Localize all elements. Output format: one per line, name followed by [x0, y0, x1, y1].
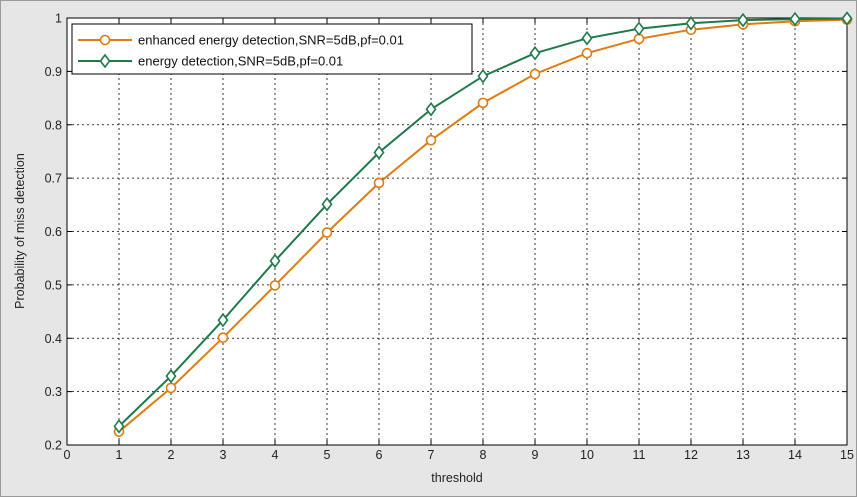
x-axis-title: threshold — [431, 471, 482, 485]
data-point-series-2 — [841, 11, 853, 26]
x-tick-label: 11 — [633, 448, 646, 462]
y-tick-label: 1 — [55, 12, 62, 26]
data-point-series-2 — [217, 312, 229, 328]
data-point-series-2 — [737, 12, 749, 28]
legend-label-energy: energy detection,SNR=5dB,pf=0.01 — [138, 54, 343, 69]
x-tick-label: 13 — [736, 448, 750, 462]
y-tick-label: 0.8 — [45, 118, 62, 132]
y-tick-label: 0.9 — [45, 65, 62, 79]
y-tick-label: 0.4 — [45, 332, 62, 346]
x-tick-label: 8 — [480, 448, 487, 462]
data-point-series-1 — [373, 177, 385, 189]
x-tick-label: 10 — [580, 448, 594, 462]
legend: enhanced energy detection,SNR=5dB,pf=0.0… — [71, 23, 473, 75]
y-tick-label: 0.6 — [45, 225, 62, 239]
x-tick-label: 15 — [840, 448, 854, 462]
data-point-series-1 — [165, 382, 177, 394]
data-point-series-1 — [217, 332, 229, 344]
data-point-series-1 — [477, 97, 489, 109]
x-tick-label: 9 — [532, 448, 539, 462]
data-point-series-1 — [321, 227, 333, 238]
x-tick-label: 5 — [324, 448, 331, 462]
data-point-series-2 — [165, 368, 177, 384]
y-tick-label: 0.2 — [45, 439, 62, 453]
data-point-series-2 — [685, 16, 697, 31]
data-point-series-2 — [425, 101, 437, 117]
series-layer — [113, 11, 853, 437]
y-tick-label: 0.5 — [45, 278, 62, 292]
x-tick-label: 12 — [684, 448, 698, 462]
y-tick-label: 0.3 — [45, 385, 62, 399]
x-tick-label: 7 — [428, 448, 435, 462]
data-point-series-2 — [113, 418, 125, 434]
legend-box — [71, 23, 473, 75]
x-axis: 0 1 2 3 4 5 6 7 8 9 10 11 12 13 14 15 — [64, 18, 854, 462]
x-tick-label: 4 — [272, 448, 279, 462]
legend-label-enhanced: enhanced energy detection,SNR=5dB,pf=0.0… — [138, 33, 404, 48]
x-tick-label: 14 — [788, 448, 802, 462]
y-axis: 0.2 0.3 0.4 0.5 0.6 0.7 0.8 0.9 1 — [45, 12, 847, 453]
data-point-series-2 — [633, 21, 645, 37]
data-point-series-2 — [321, 196, 333, 212]
data-point-series-1 — [529, 68, 541, 80]
data-point-series-1 — [581, 47, 593, 59]
legend-marker-enhanced — [99, 34, 111, 46]
data-point-series-2 — [373, 145, 385, 160]
data-point-series-2 — [581, 30, 593, 46]
data-point-series-1 — [269, 280, 281, 291]
data-point-series-1 — [425, 134, 437, 146]
x-tick-label: 1 — [116, 448, 123, 462]
data-point-series-2 — [789, 11, 801, 27]
x-tick-label: 6 — [376, 448, 383, 462]
data-point-series-2 — [269, 253, 281, 269]
data-point-series-2 — [477, 68, 489, 84]
legend-marker-energy — [99, 53, 111, 69]
x-tick-label: 2 — [168, 448, 175, 462]
x-tick-label: 3 — [220, 448, 227, 462]
data-point-series-2 — [529, 45, 541, 61]
x-tick-label: 0 — [64, 448, 71, 462]
y-tick-label: 0.7 — [45, 172, 62, 186]
y-axis-title: Probability of miss detection — [13, 153, 27, 309]
